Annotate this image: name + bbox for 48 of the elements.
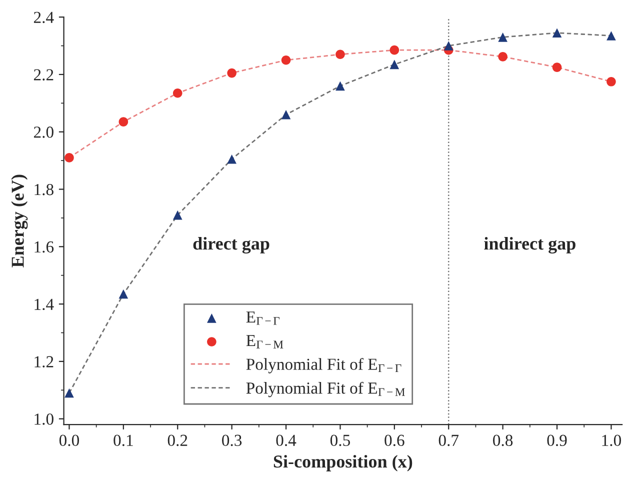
point <box>606 31 616 40</box>
point <box>118 117 128 126</box>
point <box>281 110 291 120</box>
x-tick-label: 0.1 <box>114 434 133 446</box>
x-tick-label: 0.4 <box>276 434 296 446</box>
legend-label: Polynomial Fit of E$_{Γ−M}$ <box>246 382 405 398</box>
legend-label: E$_{Γ−M}$ <box>246 335 284 348</box>
point <box>390 45 400 55</box>
x-tick-label: 0.8 <box>493 434 513 446</box>
y-axis-title: Energy (eV) <box>11 174 28 268</box>
point <box>552 62 562 72</box>
y-tick-label: 2.2 <box>34 69 54 80</box>
y-tick-label: 1.0 <box>34 414 54 425</box>
y-tick-label: 2.0 <box>34 126 54 138</box>
x-tick-label: 0.0 <box>59 434 79 446</box>
legend-label: E$_{Γ−Γ}$ <box>246 312 280 325</box>
x-tick-label: 1.0 <box>602 434 621 446</box>
x-tick-label: 0.3 <box>222 434 242 446</box>
point <box>64 388 74 398</box>
point <box>227 68 236 78</box>
legend-label: Polynomial Fit of E$_{Γ−Γ}$ <box>246 358 402 374</box>
x-tick-label: 0.9 <box>547 434 567 446</box>
x-tick-label: 0.6 <box>384 434 404 446</box>
y-tick-label: 1.6 <box>34 241 54 253</box>
point <box>444 41 454 50</box>
point <box>390 60 400 70</box>
point <box>172 88 182 98</box>
point <box>336 81 345 91</box>
y-tick-label: 1.4 <box>34 298 54 310</box>
point <box>281 55 291 65</box>
annotation: direct gap <box>193 237 270 254</box>
annotation: indirect gap <box>484 237 576 254</box>
point <box>336 50 345 60</box>
point <box>606 76 616 86</box>
x-tick-label: 0.2 <box>168 434 188 446</box>
y-tick-label: 1.8 <box>34 184 54 196</box>
point <box>552 28 562 38</box>
y-tick-label: 2.4 <box>34 12 54 24</box>
x-axis-title: Si-composition (x) <box>274 454 412 472</box>
point <box>172 210 182 220</box>
point <box>227 154 236 164</box>
point <box>118 289 128 299</box>
point <box>498 32 508 42</box>
x-tick-label: 0.7 <box>438 434 459 446</box>
point <box>498 52 508 62</box>
point <box>64 153 74 162</box>
x-tick-label: 0.5 <box>330 434 350 446</box>
y-tick-label: 1.2 <box>34 356 54 368</box>
